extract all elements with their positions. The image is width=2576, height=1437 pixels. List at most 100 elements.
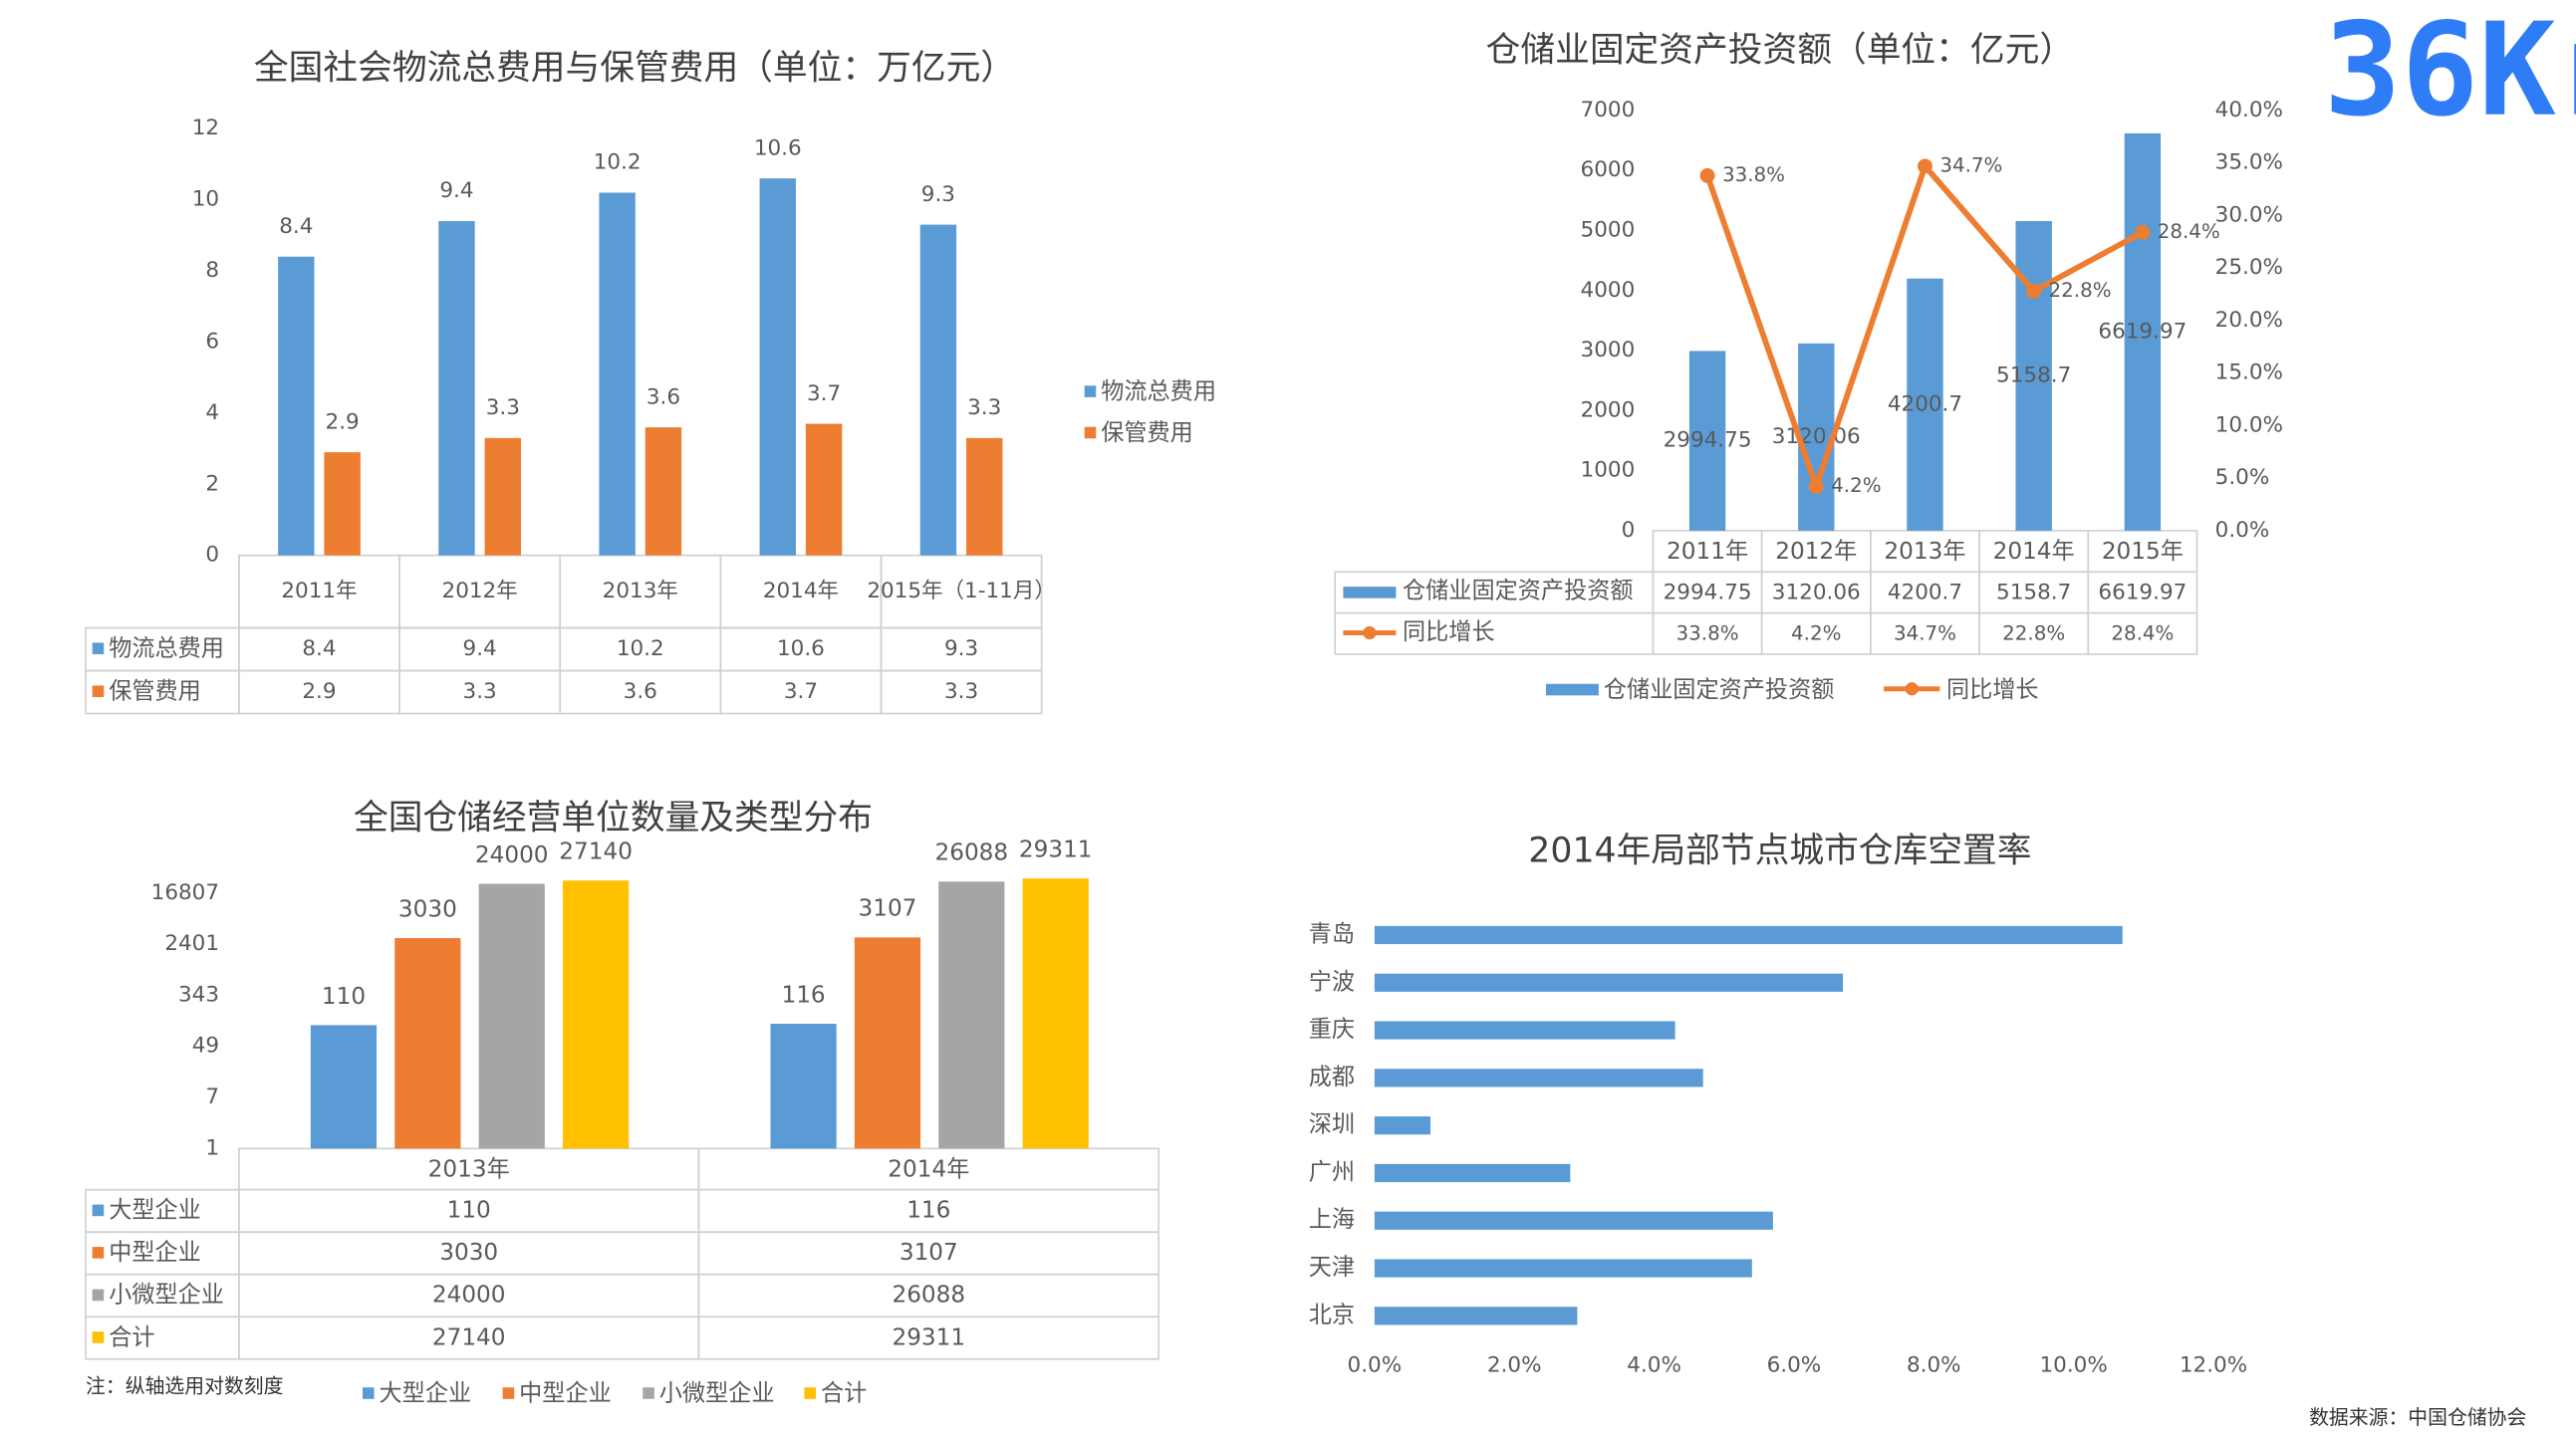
y-tick-label: 青岛 (1309, 921, 1355, 947)
legend-label: 保管费用 (1101, 420, 1193, 446)
line-point (2026, 283, 2042, 299)
data-label: 3107 (858, 896, 916, 922)
y-tick-label: 10 (192, 187, 219, 212)
y-tick-label: 3000 (1581, 338, 1636, 362)
bar (310, 1025, 378, 1149)
bar (324, 452, 361, 556)
legend-label: 物流总费用 (1101, 378, 1216, 404)
y-tick-label: 广州 (1309, 1159, 1355, 1185)
data-label: 27140 (559, 839, 633, 865)
data-label: 3.6 (646, 384, 680, 409)
bar (938, 881, 1005, 1149)
table-value: 26088 (892, 1283, 965, 1309)
table-value: 3.3 (944, 679, 978, 704)
bar (1374, 1163, 1571, 1183)
y-tick-label: 6000 (1581, 157, 1636, 182)
bar (1374, 973, 1844, 992)
table-value: 3.3 (463, 679, 497, 704)
y-tick-label: 20.0% (2215, 308, 2283, 333)
y-tick-label: 2401 (164, 931, 219, 956)
chart-title: 全国社会物流总费用与保管费用（单位：万亿元） (254, 49, 1015, 89)
table-value: 116 (906, 1198, 950, 1224)
legend-swatch (1343, 587, 1397, 599)
x-tick-label: 2015年 (2102, 539, 2184, 565)
x-tick-label: 2014年 (1993, 539, 2075, 565)
table-cell (2087, 611, 2198, 655)
data-label: 110 (322, 984, 366, 1010)
legend-swatch (92, 1247, 105, 1259)
bar (2124, 132, 2162, 531)
data-label: 9.4 (439, 178, 473, 203)
table-cell (880, 669, 1043, 715)
x-tick-label: 2012年 (1775, 539, 1857, 565)
legend-swatch (1084, 426, 1097, 439)
y-tick-label: 1 (205, 1135, 219, 1160)
bar (1022, 878, 1089, 1149)
y-tick-label: 2000 (1581, 397, 1636, 422)
data-label: 8.4 (279, 214, 313, 239)
table-value: 3.7 (784, 679, 818, 704)
source: 数据来源：中国仓储协会 (2309, 1406, 2526, 1429)
y-tick-label: 重庆 (1309, 1017, 1355, 1043)
y-tick-label: 5000 (1581, 218, 1636, 243)
table-value: 10.6 (777, 636, 825, 661)
data-label: 3.3 (967, 395, 1001, 420)
legend-swatch (643, 1387, 654, 1399)
bar (1374, 1259, 1752, 1278)
bar (644, 427, 682, 556)
x-tick-label: 10.0% (2039, 1353, 2107, 1378)
chart-title: 仓储业固定资产投资额（单位：亿元） (1486, 30, 2075, 70)
data-label: 3.3 (486, 395, 520, 420)
table-value: 29311 (892, 1324, 965, 1350)
data-label: 10.6 (754, 135, 802, 160)
legend-swatch (1905, 682, 1919, 696)
bar (966, 437, 1003, 556)
data-label: 3.7 (807, 381, 841, 406)
table-value: 2994.75 (1664, 581, 1752, 605)
table-value: 22.8% (2002, 622, 2065, 645)
bar (759, 178, 796, 556)
legend-label: 大型企业 (380, 1380, 472, 1406)
data-label: 5158.7 (1996, 362, 2071, 387)
bar (1374, 925, 2123, 945)
legend-swatch (1084, 385, 1097, 397)
bar (599, 192, 636, 556)
x-tick-label: 2014年 (763, 579, 839, 603)
table-cell (85, 669, 240, 715)
legend-label: 合计 (821, 1380, 867, 1406)
data-label: 10.2 (594, 150, 642, 175)
bar (1374, 1069, 1703, 1087)
y-tick-label: 2 (205, 471, 219, 496)
bar (1798, 343, 1835, 531)
table-row-label: 同比增长 (1403, 619, 1495, 645)
table-row-label: 合计 (109, 1324, 154, 1350)
y-tick-label: 15.0% (2215, 360, 2283, 385)
x-tick-label: 8.0% (1907, 1353, 1961, 1378)
legend-label: 同比增长 (1946, 677, 2039, 703)
bar (919, 224, 957, 556)
x-tick-label: 12.0% (2180, 1353, 2247, 1378)
data-label: 9.3 (921, 182, 955, 207)
table-row-label: 仓储业固定资产投资额 (1403, 579, 1634, 604)
table-value: 4200.7 (1888, 581, 1962, 605)
bar (770, 1024, 837, 1149)
x-tick-label: 0.0% (1348, 1353, 1403, 1378)
table-cell (1334, 611, 1655, 655)
y-tick-label: 35.0% (2215, 150, 2283, 175)
table-value: 34.7% (1894, 622, 1956, 645)
y-tick-label: 343 (178, 982, 219, 1007)
y-tick-label: 0 (1622, 518, 1636, 543)
y-tick-label: 北京 (1309, 1303, 1355, 1328)
data-label: 3030 (398, 896, 457, 922)
table-value: 110 (447, 1198, 491, 1224)
table-value: 27140 (432, 1324, 506, 1350)
x-tick-label: 6.0% (1767, 1353, 1822, 1378)
legend-swatch (502, 1387, 515, 1399)
chart-title: 2014年局部节点城市仓库空置率 (1528, 832, 2031, 871)
bar (1374, 1211, 1773, 1230)
x-tick-label: 2013年 (603, 579, 678, 603)
y-tick-label: 5.0% (2215, 465, 2270, 490)
legend-swatch (804, 1387, 816, 1399)
y-tick-label: 0.0% (2215, 518, 2270, 543)
